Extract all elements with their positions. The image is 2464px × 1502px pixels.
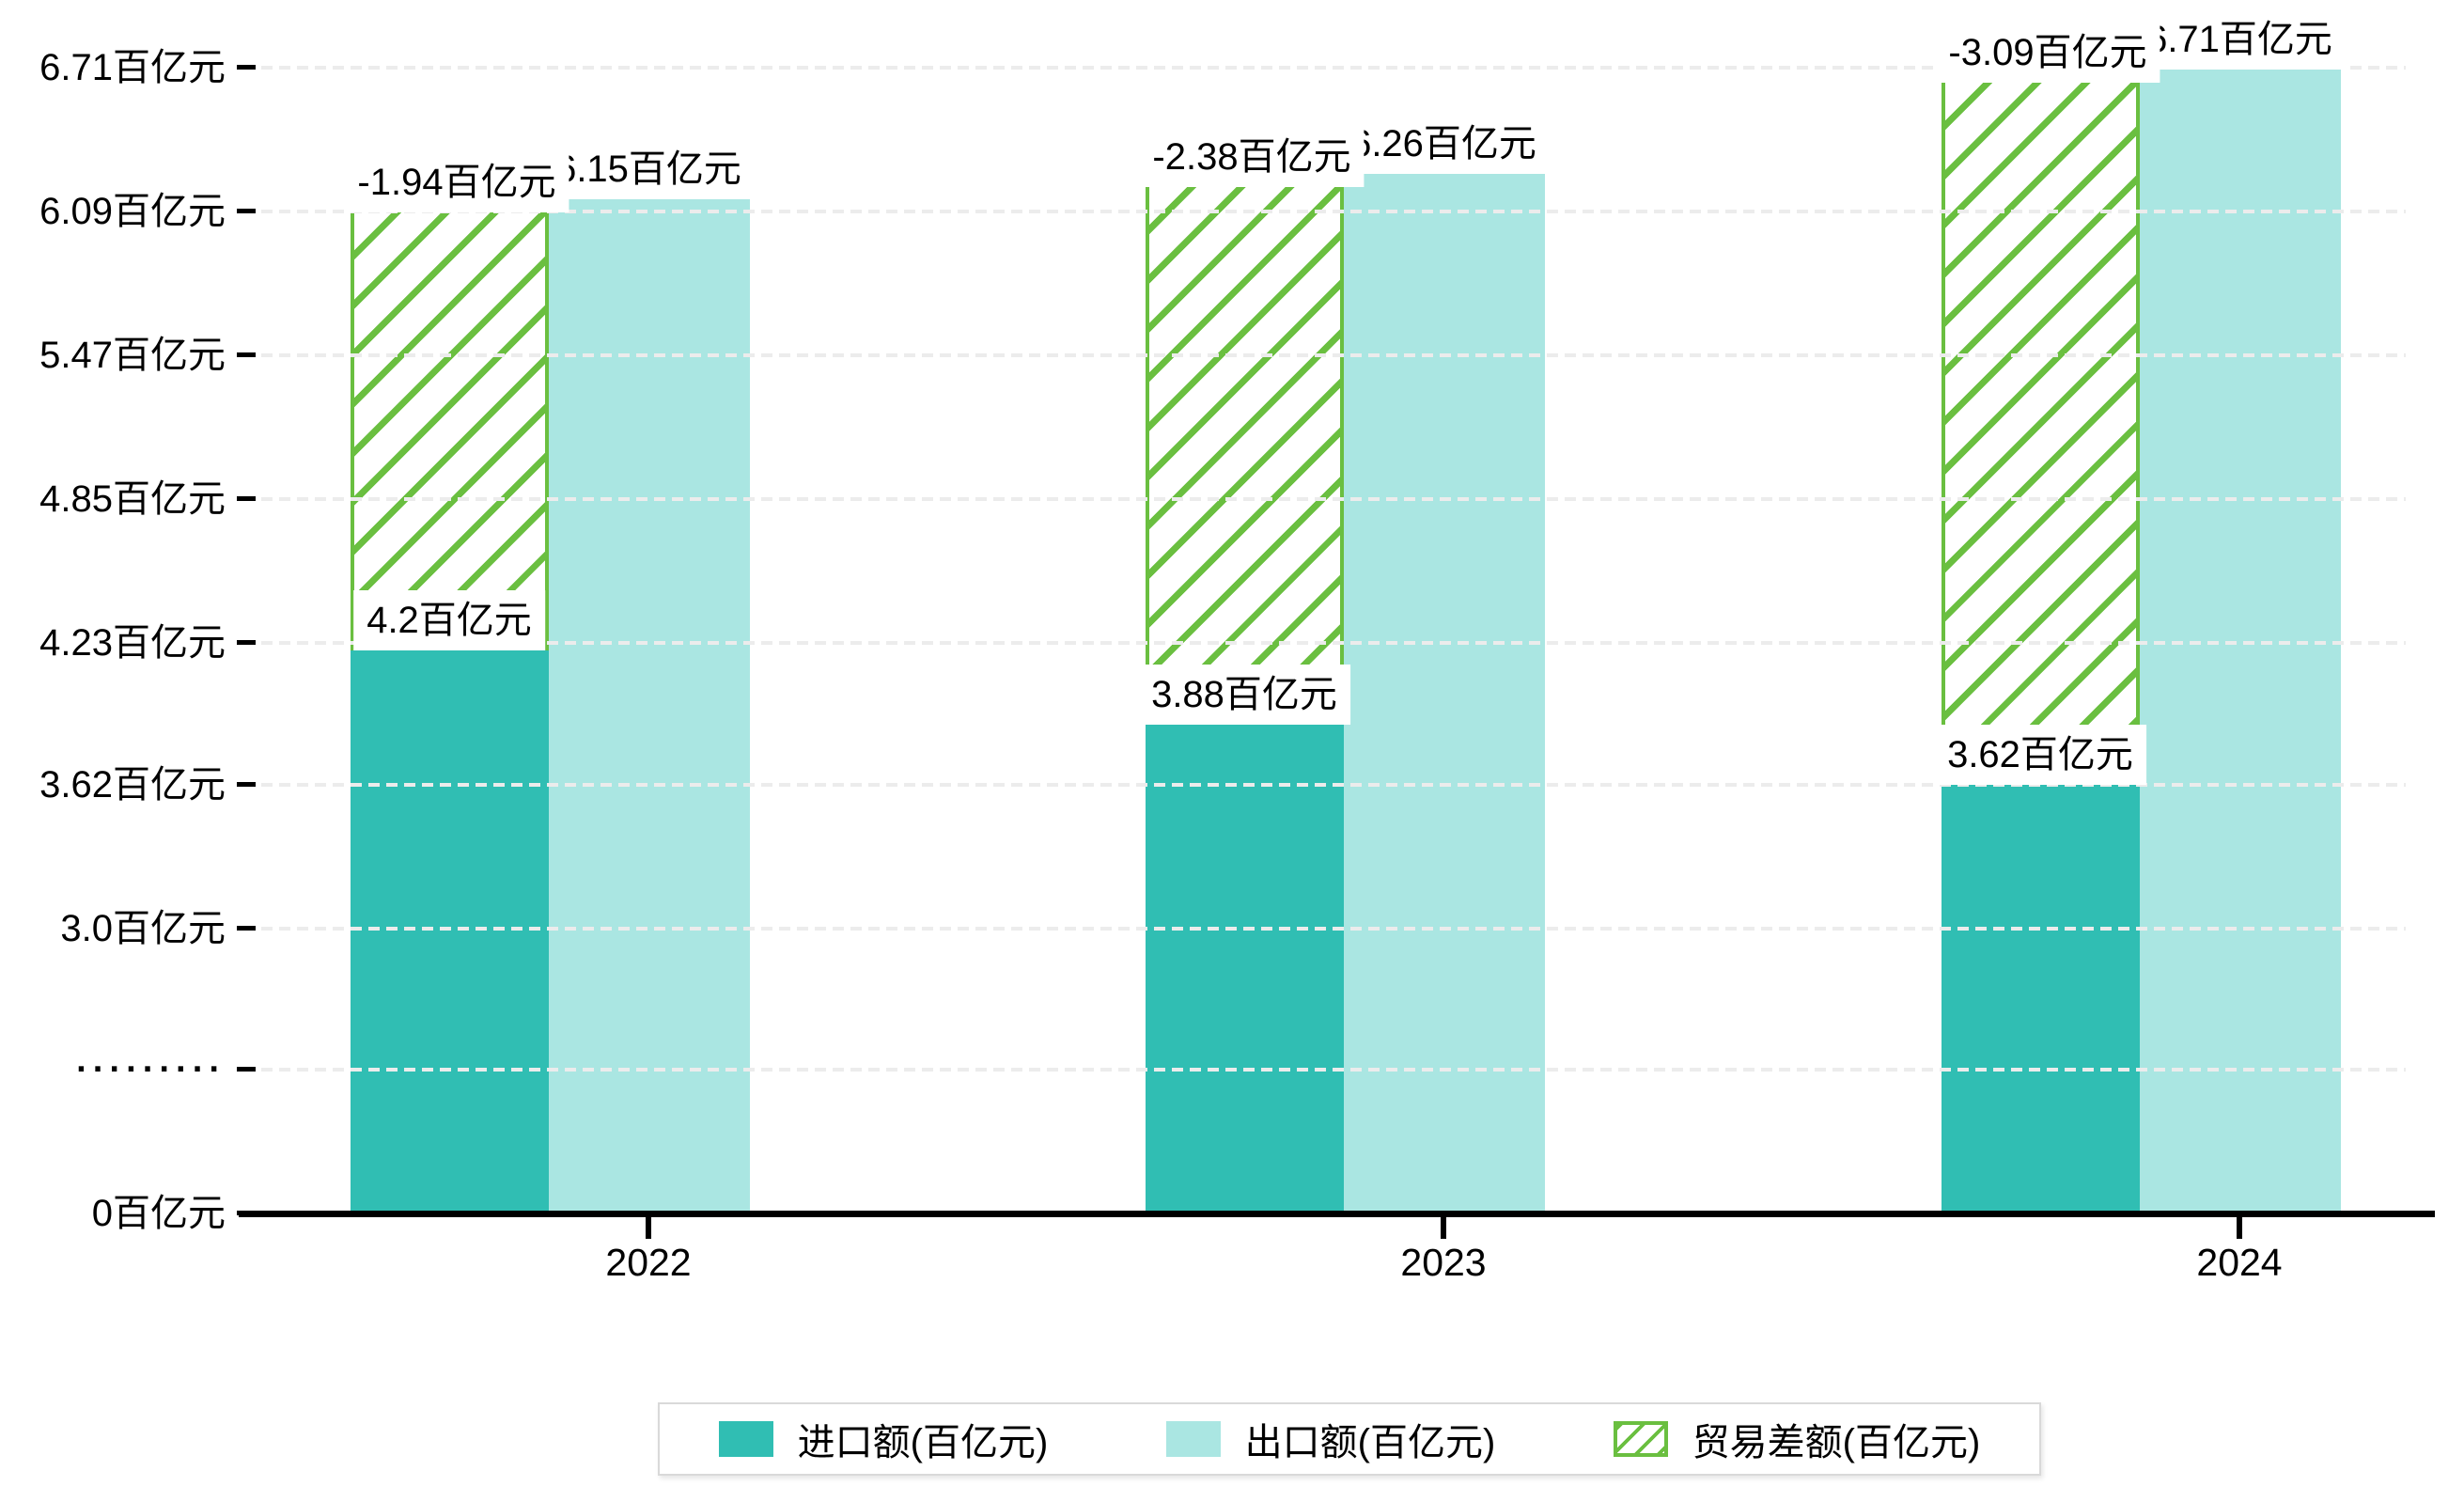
y-gridline xyxy=(261,1068,2406,1072)
import-bar xyxy=(1146,725,1344,1213)
trade-balance-bar xyxy=(1942,68,2140,785)
y-axis-label: 4.85百亿元 xyxy=(39,478,226,520)
y-tick-mark xyxy=(237,209,256,213)
import-legend-swatch xyxy=(718,1421,773,1457)
x-axis-label: 2024 xyxy=(2196,1241,2283,1284)
trade-balance-bar xyxy=(351,197,549,650)
y-tick-mark xyxy=(237,1067,256,1072)
y-gridline xyxy=(261,641,2406,645)
legend-label: 贸易差额(百亿元) xyxy=(1692,1422,1981,1463)
import-bar xyxy=(1942,785,2140,1213)
y-gridline xyxy=(261,353,2406,357)
y-tick-mark xyxy=(237,496,256,501)
export-value-label: 6.26百亿元 xyxy=(1337,114,1550,174)
trade-balance-value-label: -2.38百亿元 xyxy=(1139,127,1365,187)
x-axis-label: 2023 xyxy=(1400,1241,1487,1284)
y-tick-mark xyxy=(237,926,256,931)
export-legend-swatch xyxy=(1165,1421,1221,1457)
y-tick-mark xyxy=(237,65,256,70)
y-gridline xyxy=(261,497,2406,501)
export-bar xyxy=(1344,172,1545,1213)
legend-item-export[interactable]: 出口额(百亿元) xyxy=(1165,1412,1496,1466)
y-axis-label: 3.62百亿元 xyxy=(39,764,226,806)
trade-balance-bar xyxy=(1146,172,1344,725)
export-value-label: 6.15百亿元 xyxy=(542,139,755,199)
legend-label: 出口额(百亿元) xyxy=(1244,1422,1496,1463)
x-tick-mark xyxy=(646,1216,651,1239)
y-axis-label: 5.47百亿元 xyxy=(39,335,226,376)
import-bar xyxy=(351,650,549,1213)
import-value-label: 4.2百亿元 xyxy=(353,590,545,650)
y-axis-label: 6.09百亿元 xyxy=(39,191,226,232)
x-axis-label: 2022 xyxy=(605,1241,692,1284)
export-value-label: 6.71百亿元 xyxy=(2133,9,2346,70)
y-axis-label: 6.71百亿元 xyxy=(39,47,226,88)
export-bar xyxy=(549,197,750,1213)
x-axis-line xyxy=(239,1211,2435,1217)
trade-balance-value-label: -1.94百亿元 xyxy=(344,152,569,212)
trade-balance-value-label: -3.09百亿元 xyxy=(1935,23,2160,83)
trade-balance-legend-swatch xyxy=(1613,1421,1668,1457)
import-value-label: 3.88百亿元 xyxy=(1138,665,1350,725)
legend-label: 进口额(百亿元) xyxy=(797,1422,1049,1463)
export-bar xyxy=(2140,68,2341,1213)
y-axis-label: ········· xyxy=(76,1050,226,1089)
y-tick-mark xyxy=(237,352,256,357)
y-gridline xyxy=(261,783,2406,787)
legend-item-trade-balance[interactable]: 贸易差额(百亿元) xyxy=(1613,1412,1981,1466)
y-axis-label: 4.23百亿元 xyxy=(39,622,226,664)
legend: 进口额(百亿元) 出口额(百亿元) 贸易差额(百亿元) xyxy=(658,1402,2041,1476)
y-axis-label: 0百亿元 xyxy=(91,1193,226,1234)
y-tick-mark xyxy=(237,782,256,787)
y-gridline xyxy=(261,927,2406,931)
x-tick-mark xyxy=(1441,1216,1446,1239)
y-tick-mark xyxy=(237,640,256,645)
import-value-label: 3.62百亿元 xyxy=(1934,725,2146,785)
y-gridline xyxy=(261,66,2406,70)
y-gridline xyxy=(261,210,2406,213)
x-tick-mark xyxy=(2237,1216,2242,1239)
y-axis-label: 3.0百亿元 xyxy=(60,908,226,949)
legend-item-import[interactable]: 进口额(百亿元) xyxy=(718,1412,1049,1466)
